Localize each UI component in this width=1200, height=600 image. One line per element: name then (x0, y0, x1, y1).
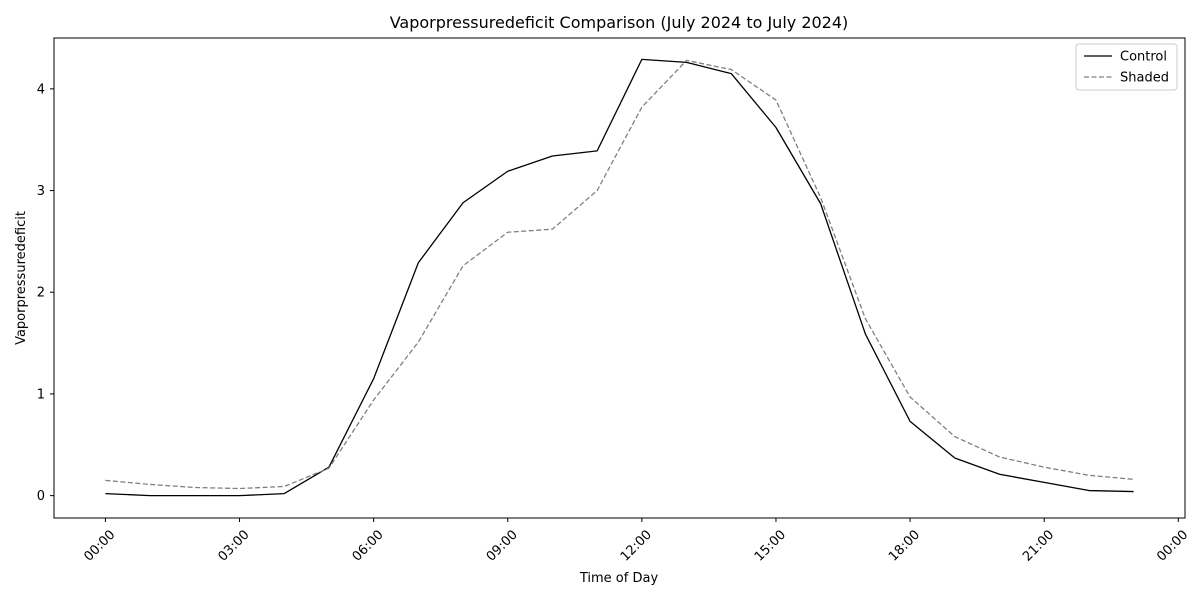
y-tick-label: 1 (37, 387, 45, 402)
legend-label-control: Control (1120, 50, 1167, 65)
x-tick-label: 09:00 (484, 527, 521, 564)
x-tick-label: 12:00 (618, 527, 655, 564)
x-tick-label: 00:00 (81, 527, 118, 564)
x-tick-label: 06:00 (350, 527, 387, 564)
chart-title: Vaporpressuredeficit Comparison (July 20… (390, 13, 849, 32)
x-tick-label: 03:00 (215, 527, 252, 564)
x-tick-label: 15:00 (752, 527, 789, 564)
y-tick-label: 0 (37, 489, 45, 504)
x-axis-label: Time of Day (579, 571, 659, 586)
legend: Control Shaded (1075, 43, 1178, 91)
x-tick-label: 21:00 (1020, 527, 1057, 564)
x-tick-label: 18:00 (886, 527, 923, 564)
legend-label-shaded: Shaded (1120, 71, 1169, 86)
series-line-control (105, 58, 1134, 497)
plot-area: 0 1 2 3 4 00:00 03:00 06:00 09:00 12:00 15:00 18:00… (37, 37, 1191, 565)
series-line-shaded (105, 59, 1134, 490)
y-tick-label: 2 (37, 286, 45, 301)
y-tick-label: 4 (37, 82, 45, 97)
y-tick-label: 3 (37, 184, 45, 199)
plot-frame (53, 37, 1186, 519)
x-tick-label: 00:00 (1154, 527, 1191, 564)
y-axis-label: Vaporpressuredeficit (14, 211, 29, 345)
